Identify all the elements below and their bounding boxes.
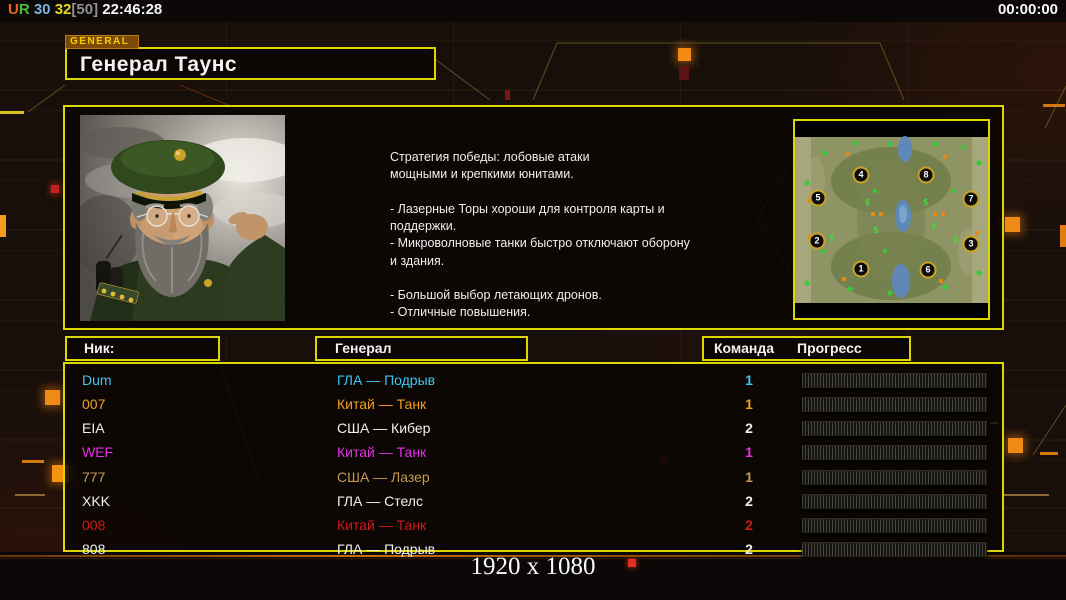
decor-square [45, 390, 60, 405]
player-nick: 777 [82, 469, 106, 485]
player-general: ГЛА — Подрыв [337, 372, 436, 388]
svg-text:$: $ [931, 222, 936, 232]
top-status-bar: UR 30 32[50] 22:46:28 00:00:00 [0, 0, 1066, 22]
map-start-position[interactable]: 7 [962, 190, 980, 208]
player-general: США — Лазер [337, 469, 430, 485]
decor-bar [0, 215, 6, 237]
decor-dash [1043, 104, 1065, 107]
bottom-bar [0, 552, 1066, 600]
decor-square [628, 559, 636, 567]
player-nick: EIA [82, 420, 105, 436]
map-start-position[interactable]: 6 [919, 261, 937, 279]
resolution-label: 1920 x 1080 [470, 553, 596, 580]
svg-text:$: $ [865, 198, 870, 208]
player-team: 2 [745, 420, 753, 436]
decor-dash [22, 460, 44, 463]
decor-line [15, 494, 45, 496]
table-row[interactable]: Dum ГЛА — Подрыв 1 [65, 368, 1002, 392]
table-row[interactable]: WEF Китай — Танк 1 [65, 440, 1002, 464]
player-nick: 808 [82, 541, 106, 557]
player-general: ГЛА — Подрыв [337, 541, 436, 557]
status-seg: [50] [71, 1, 103, 18]
map-preview[interactable]: $ $ $ $ $ $ 1 2 3 4 5 6 7 8 [793, 119, 990, 320]
progress-bar [802, 445, 987, 460]
player-nick: 007 [82, 396, 106, 412]
table-row[interactable]: 777 США — Лазер 1 [65, 465, 1002, 489]
player-general: США — Кибер [337, 420, 431, 436]
clock-text: 22:46:28 [102, 1, 163, 18]
player-general: Китай — Танк [337, 517, 427, 533]
decor-line [1003, 494, 1049, 496]
players-table: Dum ГЛА — Подрыв 1 007 Китай — Танк 1 EI… [63, 362, 1004, 557]
status-seg: 30 [33, 1, 55, 18]
status-seg: 32 [54, 1, 72, 18]
lobby-status-text: UR 30 32[50] 22:46:28 [8, 1, 162, 19]
column-header-progress: Прогресс [797, 340, 862, 356]
column-header-nick: Ник: [65, 336, 220, 361]
decor-square [505, 90, 510, 100]
progress-bar [802, 373, 987, 388]
progress-bar [802, 421, 987, 436]
page-title: Генерал Таунс [80, 53, 238, 76]
map-start-position[interactable]: 3 [962, 235, 980, 253]
game-timer: 00:00:00 [997, 1, 1058, 18]
map-start-position[interactable]: 2 [808, 232, 826, 250]
svg-text:$: $ [923, 198, 928, 208]
table-row[interactable]: 008 Китай — Танк 2 [65, 513, 1002, 537]
player-nick: XKK [82, 493, 111, 509]
decor-square [1005, 217, 1020, 232]
progress-bar [802, 494, 987, 509]
decor-square [678, 48, 691, 61]
table-row[interactable]: 007 Китай — Танк 1 [65, 392, 1002, 416]
strategy-text: Стратегия победы: лобовые атаки мощными … [390, 150, 690, 320]
decor-square [679, 66, 689, 80]
player-team: 1 [745, 396, 753, 412]
progress-bar [802, 470, 987, 485]
map-start-position[interactable]: 1 [852, 260, 870, 278]
tab-general[interactable]: GENERAL [65, 35, 139, 49]
player-general: ГЛА — Стелс [337, 493, 423, 509]
column-header-general: Генерал [315, 336, 528, 361]
table-row[interactable]: EIA США — Кибер 2 [65, 416, 1002, 440]
table-row[interactable]: 808 ГЛА — Подрыв 2 [65, 537, 1002, 561]
decor-dash [1040, 452, 1058, 455]
player-general: Китай — Танк [337, 444, 427, 460]
player-team: 1 [745, 469, 753, 485]
decor-bottom-line [0, 555, 1066, 557]
general-name-box: Генерал Таунс [65, 47, 436, 80]
map-terrain: $ $ $ $ $ $ [795, 121, 988, 318]
decor-bottom-line [0, 558, 1066, 559]
decor-square [1008, 438, 1023, 453]
table-row[interactable]: XKK ГЛА — Стелс 2 [65, 489, 1002, 513]
decor-square [51, 185, 59, 193]
decor-dash [0, 111, 24, 114]
map-start-position[interactable]: 5 [809, 189, 827, 207]
map-start-position[interactable]: 4 [852, 166, 870, 184]
column-header-team-progress: Команда Прогресс [702, 336, 911, 361]
svg-text:$: $ [829, 234, 834, 244]
decor-bar [1060, 225, 1066, 247]
status-seg: R [18, 1, 34, 18]
general-info-panel: Стратегия победы: лобовые атаки мощными … [63, 105, 1004, 330]
player-team: 2 [745, 517, 753, 533]
player-nick: WEF [82, 444, 114, 460]
progress-bar [802, 542, 987, 557]
portrait-image [80, 115, 285, 321]
player-nick: Dum [82, 372, 112, 388]
player-team: 1 [745, 372, 753, 388]
status-seg: U [8, 1, 19, 18]
player-nick: 008 [82, 517, 106, 533]
svg-text:$: $ [953, 236, 958, 246]
progress-bar [802, 518, 987, 533]
player-team: 2 [745, 541, 753, 557]
progress-bar [802, 397, 987, 412]
general-portrait [80, 115, 285, 321]
player-general: Китай — Танк [337, 396, 427, 412]
svg-text:$: $ [873, 226, 878, 236]
map-start-position[interactable]: 8 [917, 166, 935, 184]
player-team: 1 [745, 444, 753, 460]
column-header-team: Команда [714, 340, 774, 356]
player-team: 2 [745, 493, 753, 509]
